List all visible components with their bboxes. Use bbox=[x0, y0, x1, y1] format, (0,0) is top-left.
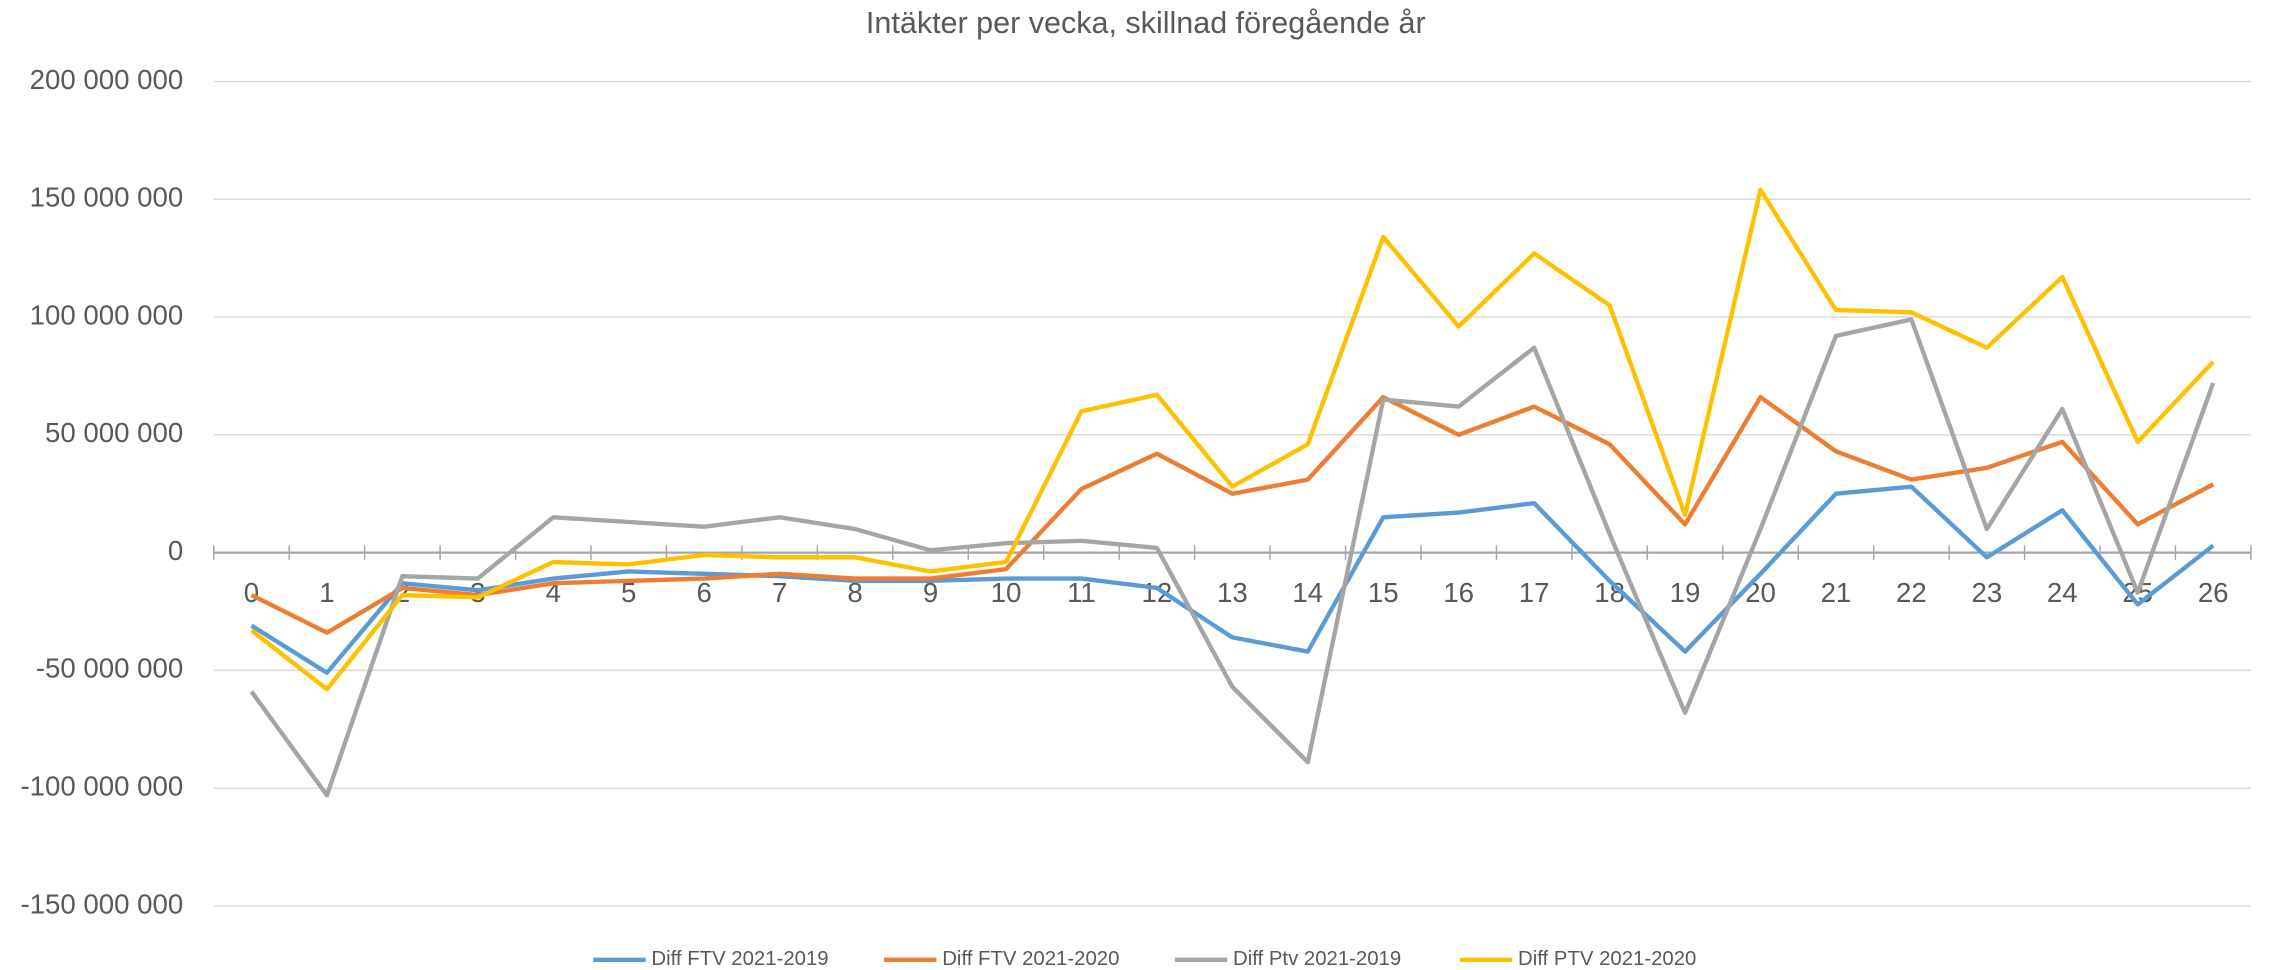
x-tick-label: 24 bbox=[2047, 577, 2078, 608]
y-tick-label: 100 000 000 bbox=[30, 299, 184, 330]
legend-label: Diff FTV 2021-2020 bbox=[942, 948, 1119, 970]
chart-title: Intäkter per vecka, skillnad föregående … bbox=[866, 6, 1426, 40]
y-tick-label: -150 000 000 bbox=[20, 888, 183, 919]
x-tick-label: 13 bbox=[1217, 577, 1248, 608]
x-tick-label: 22 bbox=[1896, 577, 1927, 608]
x-tick-label: 6 bbox=[696, 577, 711, 608]
y-tick-label: 150 000 000 bbox=[30, 182, 184, 213]
legend-label: Diff PTV 2021-2020 bbox=[1518, 948, 1696, 970]
series-line bbox=[250, 394, 2215, 635]
x-tick-label: 7 bbox=[772, 577, 787, 608]
series-line bbox=[250, 187, 2215, 692]
x-tick-label: 15 bbox=[1368, 577, 1399, 608]
series-line bbox=[250, 484, 2215, 675]
series-line bbox=[249, 317, 2216, 798]
legend-label: Diff Ptv 2021-2019 bbox=[1233, 948, 1401, 970]
y-tick-label: 50 000 000 bbox=[45, 417, 183, 448]
x-tick-label: 14 bbox=[1292, 577, 1323, 608]
x-tick-label: 5 bbox=[621, 577, 636, 608]
x-tick-label: 0 bbox=[244, 577, 259, 608]
x-tick-label: 26 bbox=[2198, 577, 2229, 608]
x-tick-label: 9 bbox=[923, 577, 938, 608]
x-tick-label: 1 bbox=[319, 577, 334, 608]
y-tick-label: -50 000 000 bbox=[36, 653, 183, 684]
x-tick-label: 11 bbox=[1067, 577, 1096, 608]
y-tick-label: 200 000 000 bbox=[30, 64, 184, 95]
x-tick-label: 19 bbox=[1670, 577, 1701, 608]
x-tick-label: 16 bbox=[1443, 577, 1474, 608]
y-tick-label: 0 bbox=[168, 535, 183, 566]
y-tick-label: -100 000 000 bbox=[20, 770, 183, 801]
x-tick-label: 20 bbox=[1745, 577, 1776, 608]
x-tick-label: 17 bbox=[1519, 577, 1550, 608]
legend-label: Diff FTV 2021-2019 bbox=[651, 948, 828, 970]
x-tick-label: 8 bbox=[847, 577, 862, 608]
x-tick-label: 10 bbox=[991, 577, 1022, 608]
x-tick-label: 3 bbox=[470, 577, 485, 608]
x-tick-label: 21 bbox=[1821, 577, 1852, 608]
x-tick-label: 23 bbox=[1971, 577, 2002, 608]
